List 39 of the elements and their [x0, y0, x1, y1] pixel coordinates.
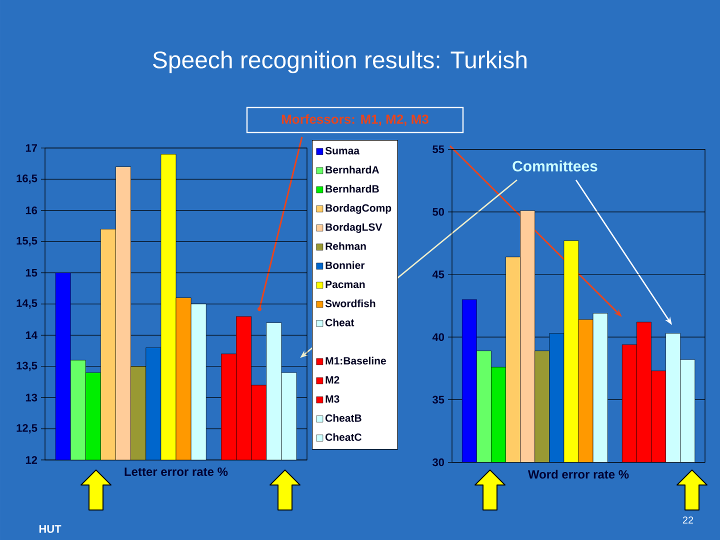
legend-label: CheatC — [326, 433, 362, 441]
y-tick-label: 40 — [432, 333, 444, 341]
y-tick-label: 17 — [26, 144, 37, 152]
text: Morfessors: M1, M2, M3 — [282, 114, 428, 126]
chart-title: Speech recognition results: Turkish — [153, 50, 526, 74]
y-tick-label: 13,5 — [16, 362, 38, 372]
legend-label: BernhardB — [326, 184, 379, 193]
annotation: Committees — [512, 160, 598, 172]
y-tick-label: 15,5 — [16, 236, 38, 246]
legend-label: Pacman — [326, 280, 365, 288]
legend-label: BordagComp — [326, 204, 392, 214]
legend-label: CheatB — [326, 414, 362, 422]
text: 22 — [682, 516, 694, 524]
y-tick-label: 55 — [432, 145, 444, 154]
y-tick-label: 45 — [432, 270, 444, 278]
y-tick-label: 12,5 — [16, 424, 38, 434]
text: HUT — [39, 525, 62, 533]
legend-label: M2 — [326, 376, 340, 384]
legend-label: M3 — [326, 395, 340, 403]
x-axis-title: Letter error rate % — [124, 468, 228, 476]
y-tick-label: 12 — [26, 456, 38, 464]
legend-label: Sumaa — [325, 146, 360, 154]
y-tick-label: 30 — [432, 458, 444, 466]
y-tick-label: 14,5 — [16, 299, 38, 309]
legend-label: Swordfish — [325, 300, 376, 308]
y-tick-label: 50 — [432, 208, 444, 216]
y-tick-label: 14 — [26, 331, 38, 339]
legend-label: BordagLSV — [326, 223, 382, 233]
legend-label: Bonnier — [326, 261, 365, 270]
y-tick-label: 35 — [432, 396, 444, 404]
legend-label: M1:Baseline — [326, 356, 386, 365]
y-tick-label: 15 — [26, 268, 38, 277]
legend-label: Rehman — [326, 242, 366, 250]
y-tick-label: 13 — [26, 394, 38, 402]
x-axis-title: Word error rate % — [528, 470, 629, 479]
y-tick-label: 16 — [26, 206, 38, 214]
legend-label: BernhardA — [326, 166, 380, 174]
y-tick-label: 16,5 — [16, 174, 38, 184]
legend-label: Cheat — [326, 318, 354, 326]
